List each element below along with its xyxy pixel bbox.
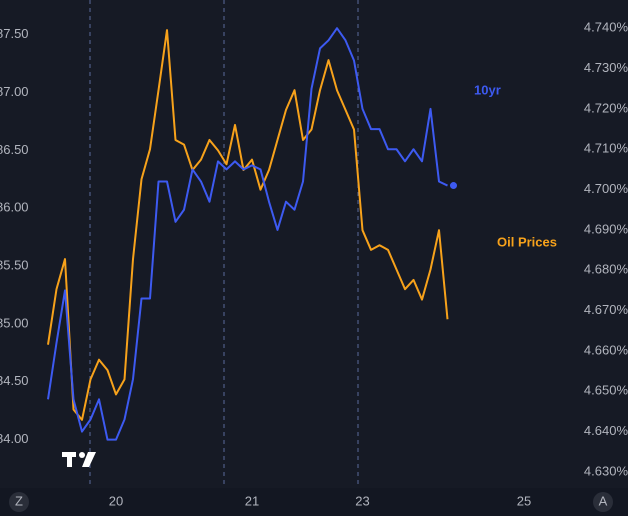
y-tick-label: 84.50: [0, 373, 29, 388]
y2-tick-label: 4.730%: [584, 60, 628, 75]
auto-button[interactable]: [593, 492, 613, 512]
y2-tick-label: 4.640%: [584, 423, 628, 438]
y2-tick-label: 4.690%: [584, 221, 628, 236]
y2-tick-label: 4.670%: [584, 302, 628, 317]
x-tick-label: 21: [245, 493, 259, 508]
y2-tick-label: 4.740%: [584, 20, 628, 35]
x-tick-label: 25: [517, 493, 531, 508]
y-tick-label: 84.00: [0, 431, 29, 446]
tradingview-logo: [62, 452, 96, 467]
last-point: [450, 182, 457, 190]
zoom-button-label[interactable]: Z: [15, 493, 23, 508]
session-separators: [89, 0, 359, 488]
series-line: [47, 27, 448, 441]
y-tick-label: 86.50: [0, 142, 29, 157]
y-tick-label: 85.00: [0, 315, 29, 330]
y-tick-label: 87.00: [0, 84, 29, 99]
time-axis-bg: [0, 488, 628, 516]
y-tick-label: 87.50: [0, 26, 29, 41]
auto-button-label[interactable]: A: [599, 493, 608, 508]
series-label: Oil Prices: [497, 234, 557, 249]
y2-tick-label: 4.710%: [584, 141, 628, 156]
x-tick-label: 23: [355, 493, 369, 508]
y-tick-label: 85.50: [0, 257, 29, 272]
y2-tick-label: 4.720%: [584, 100, 628, 115]
y2-tick-label: 4.660%: [584, 342, 628, 357]
series-line: [47, 29, 449, 421]
y2-tick-label: 4.700%: [584, 181, 628, 196]
zoom-button[interactable]: [9, 492, 29, 512]
y2-tick-label: 4.680%: [584, 262, 628, 277]
y2-tick-label: 4.650%: [584, 383, 628, 398]
series-label: 10yr: [474, 82, 501, 97]
x-tick-label: 20: [109, 493, 123, 508]
y-tick-label: 86.00: [0, 200, 29, 215]
y2-tick-label: 4.630%: [584, 463, 628, 478]
